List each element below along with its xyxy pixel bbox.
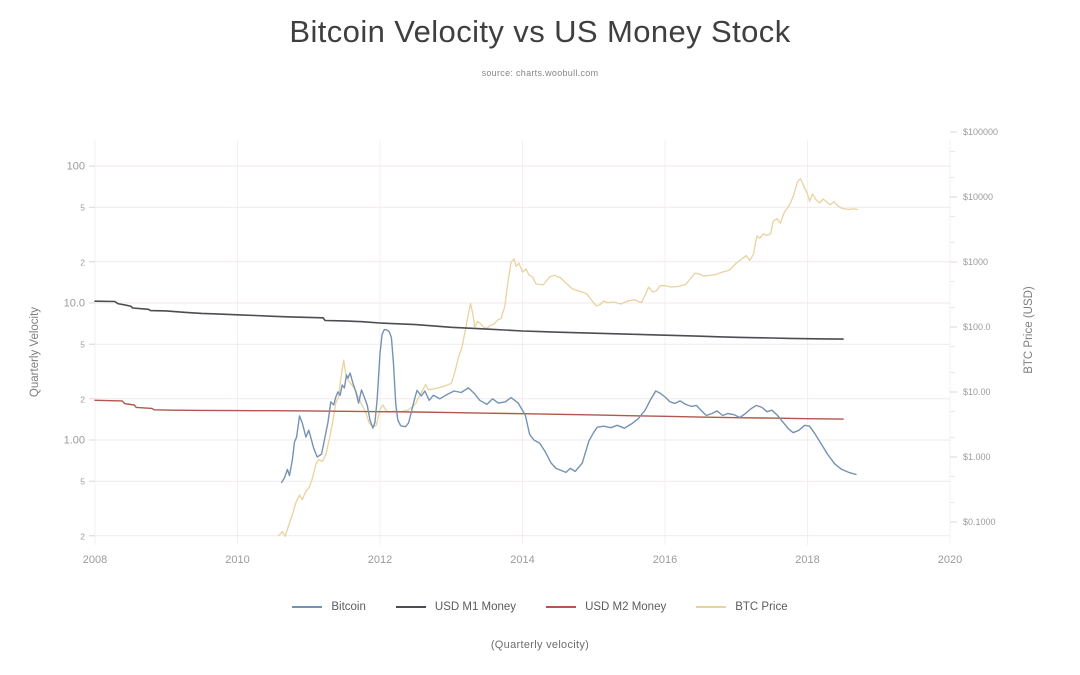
gridlines bbox=[94, 140, 951, 545]
axis-labels: 2008 2010 2012 2014 2016 2018 2020 100 5 2 10.0 5 2 1… bbox=[64, 127, 998, 566]
left-axis-tick-label: 5 bbox=[80, 340, 85, 350]
legend-item-btc-price[interactable]: BTC Price bbox=[696, 601, 788, 613]
left-axis-tick-label: 5 bbox=[80, 477, 85, 487]
legend-item-bitcoin[interactable]: Bitcoin bbox=[292, 601, 366, 613]
axis-ticks bbox=[89, 131, 957, 537]
right-axis-tick-label: $0.1000 bbox=[963, 517, 996, 527]
right-axis-tick-label: $100.0 bbox=[963, 322, 991, 332]
x-axis-tick-label: 2012 bbox=[368, 554, 392, 566]
series-lines bbox=[94, 177, 859, 538]
x-axis-tick-label: 2016 bbox=[653, 554, 677, 566]
legend-label: BTC Price bbox=[735, 601, 788, 613]
x-axis-tick-label: 2020 bbox=[938, 554, 962, 566]
legend-item-usd-m2-money[interactable]: USD M2 Money bbox=[546, 601, 666, 613]
left-axis-tick-label: 2 bbox=[80, 531, 85, 541]
left-axis-tick-label: 5 bbox=[80, 203, 85, 213]
chart-caption: (Quarterly velocity) bbox=[490, 639, 590, 651]
legend: Bitcoin USD M1 Money USD M2 Money BTC Price bbox=[0, 601, 1080, 613]
right-axis-tick-label: $1000 bbox=[963, 257, 988, 267]
usd-m1-money-series-line bbox=[94, 300, 844, 340]
chart-title: Bitcoin Velocity vs US Money Stock bbox=[289, 14, 791, 49]
x-axis-tick-label: 2008 bbox=[83, 554, 107, 566]
usd-m1-money-legend-swatch-icon bbox=[395, 606, 426, 608]
legend-label: USD M1 Money bbox=[434, 601, 517, 613]
legend-label: Bitcoin bbox=[331, 601, 366, 613]
legend-item-usd-m1-money[interactable]: USD M1 Money bbox=[395, 601, 517, 613]
right-axis-tick-label: $1.000 bbox=[963, 452, 991, 462]
left-axis-tick-label: 2 bbox=[80, 394, 85, 404]
bitcoin-series-line bbox=[281, 328, 857, 484]
right-axis-tick-label: $100000 bbox=[963, 127, 998, 137]
x-axis-tick-label: 2018 bbox=[795, 554, 819, 566]
left-axis-tick-label: 10.0 bbox=[64, 298, 85, 310]
legend-label: USD M2 Money bbox=[585, 601, 667, 613]
btc-price-series-line bbox=[278, 177, 859, 538]
right-axis-title: BTC Price (USD) bbox=[1023, 286, 1035, 374]
x-axis-tick-label: 2014 bbox=[510, 554, 534, 566]
usd-m2-money-legend-swatch-icon bbox=[546, 606, 577, 608]
x-axis-tick-label: 2010 bbox=[225, 554, 249, 566]
btc-price-legend-swatch-icon bbox=[696, 606, 727, 608]
right-axis-tick-label: $10000 bbox=[963, 192, 993, 202]
left-axis-tick-label: 2 bbox=[80, 257, 85, 267]
left-axis-title: Quarterly Velocity bbox=[29, 307, 41, 397]
left-axis-tick-label: 100 bbox=[67, 161, 85, 173]
chart-subtitle: source: charts.woobull.com bbox=[481, 68, 599, 78]
right-axis-tick-label: $10.00 bbox=[963, 387, 991, 397]
left-axis-tick-label: 1.00 bbox=[64, 435, 85, 447]
bitcoin-legend-swatch-icon bbox=[292, 606, 323, 608]
usd-m2-money-series-line bbox=[94, 399, 844, 420]
